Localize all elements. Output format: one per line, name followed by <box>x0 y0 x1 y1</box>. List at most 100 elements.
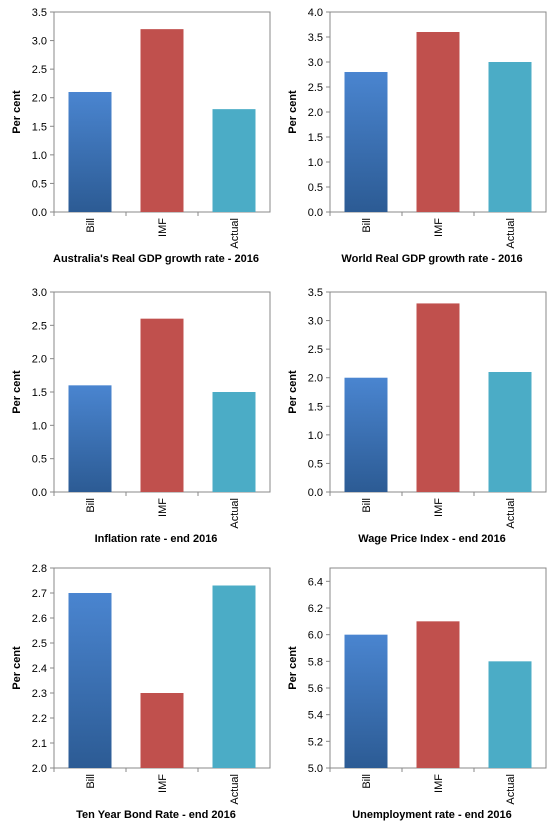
y-axis-label: Per cent <box>287 646 299 690</box>
y-tick-label: 0.0 <box>32 207 47 219</box>
y-tick-label: 2.3 <box>32 688 47 700</box>
y-tick-label: 0.5 <box>308 458 323 470</box>
x-category-label: Bill <box>361 218 373 233</box>
y-tick-label: 2.5 <box>308 82 323 94</box>
bar-actual <box>488 372 532 492</box>
y-tick-label: 0.5 <box>308 182 323 194</box>
y-tick-label: 6.4 <box>308 576 323 588</box>
x-category-label: IMF <box>433 218 445 237</box>
x-category-label: IMF <box>433 498 445 517</box>
y-tick-label: 0.0 <box>308 487 323 499</box>
bar-imf <box>416 621 460 768</box>
bar-bill <box>344 72 388 212</box>
bar-imf <box>140 29 184 213</box>
y-tick-label: 1.5 <box>32 121 47 133</box>
y-axis-label: Per cent <box>11 90 23 134</box>
y-tick-label: 5.4 <box>308 710 323 722</box>
chart-5: 2.0 2.1 2.2 2.3 2.4 2.5 2.6 2.7 2.8 Per cent Bill I… <box>11 563 271 821</box>
chart-1: 0.0 0.5 1.0 1.5 2.0 2.5 3.0 3.5 Per cent Bill IMF A… <box>11 7 271 265</box>
y-tick-label: 4.0 <box>308 7 323 19</box>
x-category-label: Actual <box>229 498 241 529</box>
y-tick-label: 3.5 <box>308 287 323 299</box>
y-axis-label: Per cent <box>287 370 299 414</box>
chart-4: 0.0 0.5 1.0 1.5 2.0 2.5 3.0 3.5 Per cent Bill IMF A… <box>287 287 547 545</box>
y-tick-label: 5.2 <box>308 736 323 748</box>
y-tick-label: 3.5 <box>32 7 47 19</box>
chart-title: World Real GDP growth rate - 2016 <box>341 253 522 265</box>
x-category-label: Bill <box>85 218 97 233</box>
x-category-label: Bill <box>361 498 373 513</box>
y-tick-label: 6.0 <box>308 630 323 642</box>
y-tick-label: 5.0 <box>308 763 323 775</box>
chart-title: Unemployment rate - end 2016 <box>352 809 512 821</box>
chart-title: Wage Price Index - end 2016 <box>358 533 506 545</box>
bar-bill <box>68 593 112 768</box>
y-tick-label: 1.0 <box>32 150 47 162</box>
y-tick-label: 2.0 <box>32 93 47 105</box>
bar-imf <box>140 318 184 492</box>
bar-bill <box>344 634 388 768</box>
x-category-label: Actual <box>505 218 517 249</box>
y-axis-label: Per cent <box>11 646 23 690</box>
y-axis-label: Per cent <box>11 370 23 414</box>
y-tick-label: 1.0 <box>32 420 47 432</box>
x-category-label: Actual <box>229 774 241 805</box>
y-tick-label: 2.4 <box>32 663 47 675</box>
x-category-label: Actual <box>229 218 241 249</box>
bar-bill <box>68 92 112 212</box>
x-category-label: Actual <box>505 774 517 805</box>
bar-actual <box>488 661 532 768</box>
x-category-label: IMF <box>157 774 169 793</box>
y-tick-label: 3.0 <box>32 36 47 48</box>
bar-imf <box>416 32 460 212</box>
y-tick-label: 1.5 <box>308 401 323 413</box>
y-tick-label: 2.0 <box>308 107 323 119</box>
y-tick-label: 2.1 <box>32 738 47 750</box>
y-tick-label: 2.5 <box>32 64 47 76</box>
bar-actual <box>212 392 256 492</box>
chart-3: 0.0 0.5 1.0 1.5 2.0 2.5 3.0 Per cent Bill IMF Actu… <box>11 287 271 545</box>
y-tick-label: 3.0 <box>32 287 47 299</box>
y-tick-label: 2.0 <box>32 354 47 366</box>
y-tick-label: 0.5 <box>32 454 47 466</box>
y-tick-label: 2.2 <box>32 713 47 725</box>
chart-6: 5.0 5.2 5.4 5.6 5.8 6.0 6.2 6.4 Per cent Bill IMF A… <box>287 567 547 821</box>
bar-bill <box>68 385 112 492</box>
bar-bill <box>344 377 388 492</box>
y-tick-label: 2.5 <box>32 320 47 332</box>
y-tick-label: 1.5 <box>308 132 323 144</box>
bar-actual <box>488 62 532 212</box>
chart-title: Ten Year Bond Rate - end 2016 <box>76 809 236 821</box>
y-tick-label: 2.0 <box>308 373 323 385</box>
x-category-label: IMF <box>157 218 169 237</box>
y-tick-label: 0.5 <box>32 178 47 190</box>
y-tick-label: 2.7 <box>32 588 47 600</box>
y-tick-label: 6.2 <box>308 603 323 615</box>
y-tick-label: 3.0 <box>308 57 323 69</box>
y-tick-label: 0.0 <box>308 207 323 219</box>
bar-actual <box>212 585 256 768</box>
y-tick-label: 0.0 <box>32 487 47 499</box>
bar-imf <box>416 303 460 492</box>
bar-imf <box>140 693 184 768</box>
chart-title: Inflation rate - end 2016 <box>95 533 218 545</box>
y-tick-label: 2.6 <box>32 613 47 625</box>
bar-actual <box>212 109 256 212</box>
x-category-label: IMF <box>157 498 169 517</box>
y-tick-label: 5.6 <box>308 683 323 695</box>
y-tick-label: 2.5 <box>308 344 323 356</box>
x-category-label: Actual <box>505 498 517 529</box>
y-tick-label: 2.8 <box>32 563 47 575</box>
y-tick-label: 1.0 <box>308 430 323 442</box>
y-tick-label: 3.0 <box>308 316 323 328</box>
y-tick-label: 5.8 <box>308 656 323 668</box>
y-tick-label: 1.5 <box>32 387 47 399</box>
x-category-label: Bill <box>85 774 97 789</box>
x-category-label: Bill <box>85 498 97 513</box>
x-category-label: IMF <box>433 774 445 793</box>
y-tick-label: 2.5 <box>32 638 47 650</box>
y-tick-label: 3.5 <box>308 32 323 44</box>
chart-2: 0.0 0.5 1.0 1.5 2.0 2.5 3.0 3.5 4.0 Per cent Bill I… <box>287 7 547 265</box>
y-axis-label: Per cent <box>287 90 299 134</box>
